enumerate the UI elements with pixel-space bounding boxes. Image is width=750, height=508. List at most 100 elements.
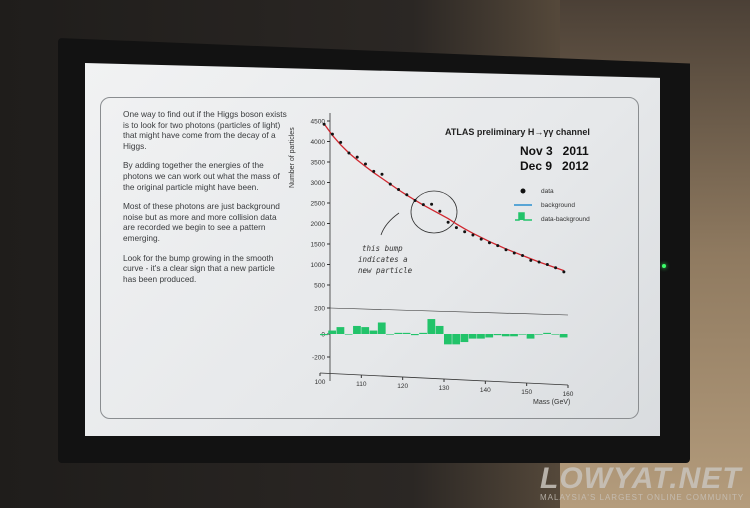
data-point — [521, 253, 525, 257]
bump-circle — [410, 190, 458, 234]
y-tick-label: 3500 — [311, 160, 326, 167]
data-point — [446, 220, 450, 224]
content-panel — [100, 97, 639, 419]
legend: data background data-background — [514, 188, 590, 223]
residual-bar — [369, 330, 378, 334]
annotation-line: new particle — [358, 266, 413, 275]
residual-bar — [427, 319, 436, 334]
residual-bar — [543, 332, 551, 334]
y-tick-label: 4000 — [311, 139, 326, 146]
data-point — [545, 263, 549, 266]
data-point — [471, 233, 475, 237]
residual-bar — [510, 334, 518, 337]
residual-bar — [377, 322, 386, 334]
watermark-logo: LOWYAT.NET — [540, 462, 742, 495]
data-point — [487, 241, 491, 245]
y-tick-label: 3000 — [311, 180, 326, 187]
data-point — [388, 182, 392, 186]
data-point — [537, 260, 541, 264]
data-point — [430, 202, 434, 206]
residual-bar — [386, 334, 394, 335]
residual-bar — [361, 327, 370, 334]
residual-bar — [493, 334, 502, 336]
data-point — [372, 169, 376, 173]
y-tick-label: 1000 — [311, 262, 326, 269]
monitor-screen: One way to find out if the Higgs boson e… — [85, 63, 660, 436]
paragraph: Most of these photons are just backgroun… — [123, 201, 280, 243]
data-point — [339, 140, 343, 144]
data-point — [413, 199, 417, 203]
paragraph: By adding together the energies of the p… — [123, 160, 280, 192]
residual-bar — [394, 332, 403, 334]
residual-bar — [551, 334, 560, 335]
data-point — [554, 266, 558, 270]
residual-bar — [468, 334, 477, 339]
explanation-text: One way to find out if the Higgs boson e… — [123, 109, 288, 293]
paragraph: Look for the bump growing in the smooth … — [123, 252, 275, 284]
legend-data-marker — [520, 188, 526, 194]
residual-bar — [518, 334, 527, 335]
x-tick-label: 130 — [439, 385, 450, 392]
data-point — [454, 226, 458, 230]
x-tick-label: 150 — [521, 389, 532, 396]
date-2012: Dec 9 2012 — [520, 159, 589, 173]
data-point — [496, 244, 500, 248]
paragraph: One way to find out if the Higgs boson e… — [123, 109, 287, 151]
residual-bar — [419, 332, 427, 334]
chart-title: ATLAS preliminary H→γγ channel — [445, 127, 590, 137]
y-tick-label: 2000 — [311, 221, 326, 228]
residual-bar — [477, 334, 485, 339]
date-2011: Nov 3 2011 — [520, 144, 589, 158]
legend-background: background — [541, 202, 575, 209]
data-point — [463, 230, 467, 234]
data-point — [355, 155, 359, 159]
x-tick-label: 100 — [315, 379, 326, 386]
residual-bar — [402, 332, 411, 334]
residual-bar — [336, 327, 345, 334]
residual-bar — [452, 334, 461, 345]
data-point — [347, 151, 351, 155]
residual-bar — [559, 334, 568, 338]
y-tick-label: 1500 — [311, 242, 326, 249]
x-tick-label: 140 — [480, 387, 491, 394]
residual-top-axis — [329, 307, 569, 316]
residual-bar — [410, 334, 419, 336]
data-point — [438, 209, 442, 213]
data-point — [504, 248, 508, 252]
data-point — [512, 251, 516, 255]
residual-tick-label: 200 — [314, 306, 325, 313]
watermark-tagline: MALAYSIA'S LARGEST ONLINE COMMUNITY — [540, 493, 745, 502]
annotation-line: this bump — [362, 244, 403, 253]
y-axis-label: Number of particles — [289, 127, 296, 188]
residual-bar — [353, 325, 361, 334]
legend-data: data — [541, 188, 554, 195]
data-point — [330, 132, 334, 136]
residual-tick-label: -200 — [312, 355, 325, 362]
residual-bar — [444, 334, 452, 345]
data-point — [363, 162, 367, 166]
x-axis-label: Mass (GeV) — [533, 399, 570, 406]
residual-bar — [344, 334, 353, 335]
data-point — [322, 122, 326, 126]
residual-bar — [328, 330, 337, 334]
legend-residual: data-background — [541, 216, 590, 223]
x-tick-label: 160 — [563, 391, 574, 398]
x-tick-label: 110 — [356, 381, 367, 388]
annotation-arrow — [380, 212, 400, 236]
y-tick-label: 4500 — [311, 119, 326, 126]
y-tick-label: 500 — [314, 283, 325, 290]
data-point — [380, 172, 384, 176]
legend-residual-marker — [515, 212, 532, 221]
data-point — [397, 187, 401, 191]
residual-bar — [526, 334, 535, 339]
y-tick-label: 2500 — [311, 201, 326, 208]
data-point — [479, 237, 483, 241]
power-led — [662, 264, 666, 268]
residual-bar — [460, 334, 469, 343]
residual-bar — [501, 334, 510, 337]
data-point — [529, 258, 533, 262]
residual-bar — [320, 334, 328, 336]
data-point — [562, 270, 566, 274]
data-point — [421, 203, 425, 207]
higgs-chart: ATLAS preliminary H→γγ channel Nov 3 201… — [289, 113, 590, 406]
